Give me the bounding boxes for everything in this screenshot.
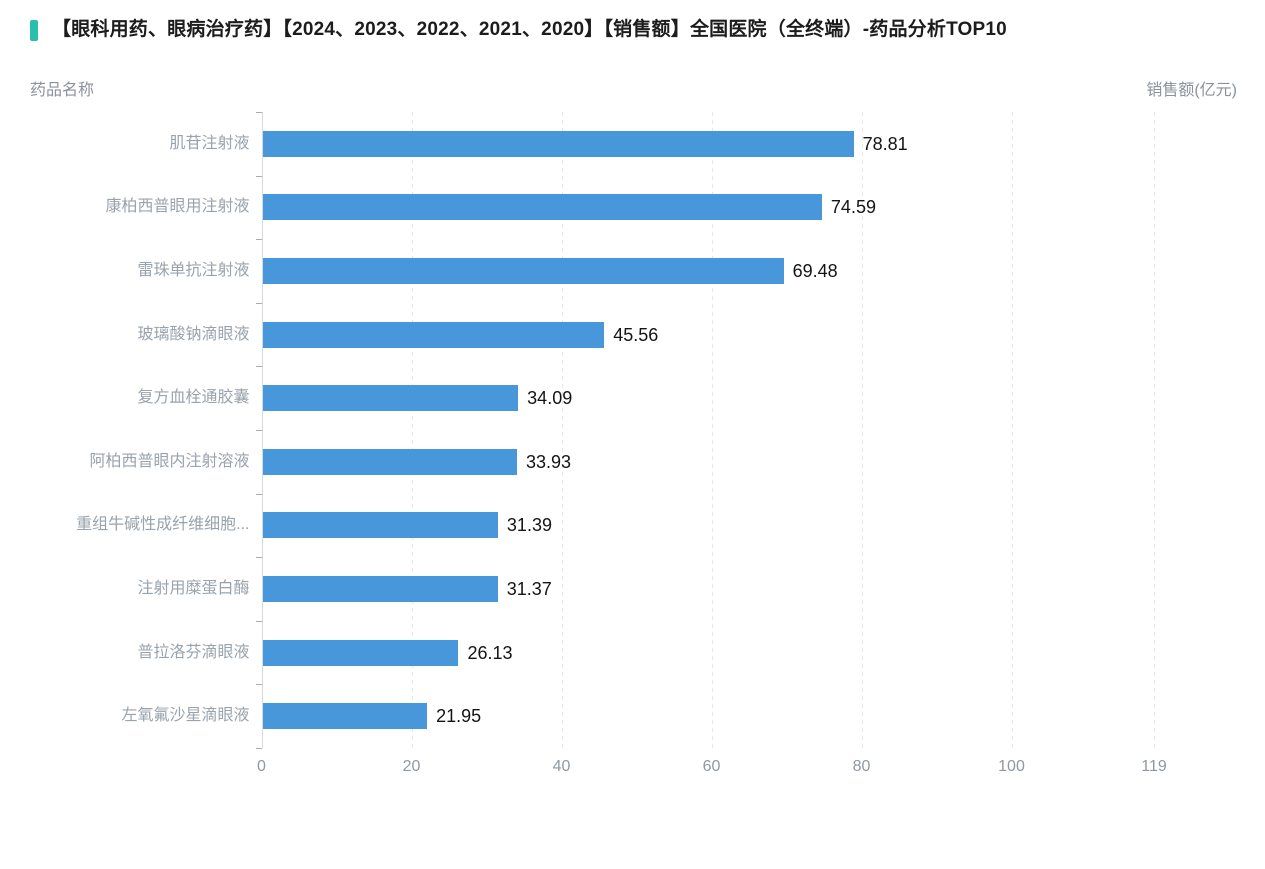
- value-label: 31.39: [506, 515, 552, 536]
- x-axis-title: 销售额(亿元): [1146, 82, 1237, 99]
- value-label: 74.59: [830, 197, 876, 218]
- x-tick-label-60: 60: [702, 758, 721, 775]
- value-label: 69.48: [792, 261, 838, 281]
- category-label: 左氧氟沙星滴眼液: [121, 707, 250, 725]
- x-tick-label-0: 0: [257, 758, 266, 775]
- y-axis-tick: [255, 557, 262, 559]
- x-tick-label-100: 100: [998, 758, 1025, 775]
- y-axis-tick: [255, 748, 262, 749]
- y-axis-tick: [255, 430, 262, 431]
- gridline-119: [1154, 112, 1155, 748]
- y-axis-tick: [255, 175, 262, 177]
- category-label: 复方血栓通胶囊: [137, 389, 250, 407]
- y-axis-tick: [255, 620, 262, 622]
- y-axis-tick: [255, 112, 262, 113]
- page-title: 【眼科用药、眼病治疗药】【2024、2023、2022、2021、2020】【销…: [52, 19, 1007, 40]
- bar-10[interactable]: [262, 703, 428, 730]
- y-axis-tick: [255, 493, 262, 495]
- value-label: 26.13: [467, 642, 513, 663]
- x-tick-label-40: 40: [552, 758, 571, 775]
- gridline-80: [861, 112, 863, 748]
- category-label: 重组牛碱性成纤维细胞...: [76, 516, 250, 534]
- value-label: 33.93: [525, 451, 572, 472]
- category-label: 阿柏西普眼内注射溶液: [89, 452, 250, 470]
- value-label: 31.37: [506, 579, 552, 599]
- chart-header: 【眼科用药、眼病治疗药】【2024、2023、2022、2021、2020】【销…: [30, 18, 1007, 42]
- y-axis-tick: [255, 684, 262, 686]
- value-label: 34.09: [527, 388, 573, 409]
- category-label: 康柏西普眼用注射液: [105, 198, 250, 216]
- x-tick-label-80: 80: [852, 758, 871, 775]
- y-axis-title: 药品名称: [30, 82, 95, 99]
- y-axis-tick: [255, 302, 262, 304]
- value-label: 21.95: [436, 706, 482, 727]
- bar-9[interactable]: [262, 639, 459, 666]
- category-label: 普拉洛芬滴眼液: [137, 643, 250, 661]
- bar-5[interactable]: [262, 385, 519, 412]
- title-marker-icon: [30, 19, 38, 41]
- bar-2[interactable]: [262, 194, 822, 221]
- category-label: 注射用糜蛋白酶: [137, 580, 250, 597]
- gridline-20: [411, 112, 413, 748]
- bar-6[interactable]: [262, 448, 517, 475]
- value-label: 78.81: [862, 133, 908, 154]
- gridline-40: [561, 112, 563, 748]
- bar-3[interactable]: [262, 258, 784, 284]
- y-axis-tick: [255, 366, 262, 368]
- bar-4[interactable]: [262, 321, 605, 348]
- category-label: 雷珠单抗注射液: [137, 262, 250, 279]
- bar-8[interactable]: [262, 576, 498, 602]
- bar-1[interactable]: [262, 130, 854, 157]
- category-label: 玻璃酸钠滴眼液: [137, 325, 250, 343]
- x-tick-label-20: 20: [402, 758, 421, 775]
- value-label: 45.56: [613, 324, 659, 345]
- bar-7[interactable]: [262, 512, 498, 539]
- gridline-100: [1011, 112, 1013, 748]
- y-axis-tick: [255, 239, 262, 241]
- gridline-60: [711, 112, 713, 748]
- category-label: 肌苷注射液: [169, 134, 250, 152]
- x-tick-label-119: 119: [1141, 758, 1167, 775]
- y-axis-line: [261, 112, 263, 748]
